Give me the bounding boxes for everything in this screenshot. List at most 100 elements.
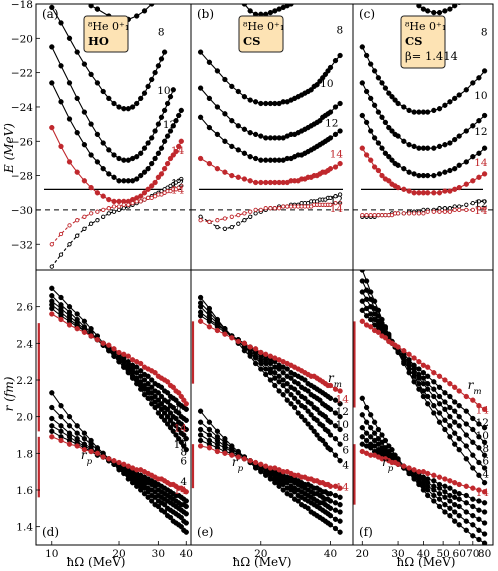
energy-point-c-5-20 bbox=[447, 206, 453, 211]
rp-point-f-4-20 bbox=[447, 485, 453, 491]
rm-point-f-0-13 bbox=[411, 379, 417, 385]
energy-point-a-3-17 bbox=[145, 140, 151, 146]
rp-point-f-4-22 bbox=[456, 491, 462, 497]
energy-point-a-3-25 bbox=[170, 87, 176, 93]
energy-point-a-7-17 bbox=[145, 195, 151, 201]
rm-point-f-4-21 bbox=[452, 399, 458, 405]
energy-point-b-2-6 bbox=[241, 126, 248, 132]
rm-point-d-5-11 bbox=[121, 351, 127, 357]
energy-point-a-2-17 bbox=[145, 83, 151, 90]
energy-point-b-4-2 bbox=[214, 166, 221, 172]
rp-point-d-5-6 bbox=[94, 450, 101, 456]
energy-point-a-5-25 bbox=[170, 152, 176, 158]
curve-label-c-4: 12 bbox=[474, 198, 487, 210]
energy-point-a-2-20 bbox=[155, 63, 162, 69]
rm-point-d-5-19 bbox=[152, 370, 158, 376]
energy-point-a-7-10 bbox=[116, 204, 122, 209]
rp-point-f-5-16 bbox=[425, 470, 431, 477]
energy-point-c-2-3 bbox=[371, 102, 378, 108]
panel-label-c: (c) bbox=[359, 7, 375, 21]
energy-point-c-3-26 bbox=[481, 145, 488, 151]
rp-point-f-0-23 bbox=[463, 527, 469, 533]
rm-point-e-1-22 bbox=[308, 412, 314, 418]
rm-point-d-0-3 bbox=[74, 311, 80, 317]
energy-point-b-3-8 bbox=[252, 155, 259, 162]
rp-point-e-5-7 bbox=[247, 458, 253, 464]
rm-point-e-1-20 bbox=[302, 404, 308, 411]
energy-point-a-7-5 bbox=[88, 211, 94, 216]
nmax-label-d-3: 8 bbox=[180, 447, 187, 459]
energy-point-c-1-18 bbox=[436, 106, 443, 112]
energy-point-a-2-7 bbox=[100, 88, 106, 95]
energy-point-b-1-8 bbox=[252, 99, 259, 105]
plot-area-e bbox=[197, 294, 343, 535]
rm-point-f-5-10 bbox=[395, 344, 401, 350]
rp-point-e-0-21 bbox=[305, 505, 311, 511]
rp-point-f-3-20 bbox=[447, 492, 453, 499]
rp-point-f-4-18 bbox=[436, 481, 443, 488]
rm-point-e-0-13 bbox=[276, 388, 282, 394]
rm-point-f-4-18 bbox=[436, 384, 443, 390]
rp-point-e-5-11 bbox=[267, 465, 274, 471]
y-tick-label-d-2: 1.8 bbox=[16, 448, 33, 460]
rp-point-f-2-20 bbox=[447, 498, 453, 504]
rm-point-e-0-21 bbox=[305, 421, 311, 427]
energy-point-c-1-8 bbox=[389, 94, 395, 100]
rm-point-d-2-23 bbox=[164, 406, 171, 412]
rm-point-d-2-26 bbox=[173, 415, 179, 422]
energy-point-a-2-14 bbox=[134, 100, 140, 107]
rp-point-f-0-22 bbox=[456, 522, 462, 528]
curve-label-a-2: 12 bbox=[163, 119, 176, 131]
rm-point-e-0-11 bbox=[267, 377, 274, 383]
rp-point-f-0-2 bbox=[368, 412, 374, 418]
energy-point-a-2-4 bbox=[81, 61, 88, 67]
energy-point-a-2-11 bbox=[121, 106, 127, 112]
rp-point-f-2-19 bbox=[442, 494, 448, 500]
energy-point-c-2-24 bbox=[470, 123, 476, 129]
energy-point-c-1-25 bbox=[476, 75, 482, 81]
rp-point-e-0-29 bbox=[327, 522, 334, 528]
energy-point-c-6-21 bbox=[452, 207, 457, 213]
energy-point-b-6-15 bbox=[285, 204, 290, 209]
rm-point-f-3-15 bbox=[420, 375, 427, 381]
curve-label-c-1: 10 bbox=[474, 90, 487, 102]
energy-point-c-1-9 bbox=[392, 97, 398, 103]
energy-point-b-2-30 bbox=[332, 104, 339, 110]
rm-point-f-2-18 bbox=[436, 401, 443, 407]
energy-point-c-0-9 bbox=[431, 9, 437, 16]
energy-point-a-7-19 bbox=[152, 194, 158, 199]
energy-point-a-5-23 bbox=[164, 160, 171, 167]
energy-point-b-4-6 bbox=[241, 176, 248, 182]
rm-point-f-4-17 bbox=[431, 379, 437, 385]
rm-point-f-5-17 bbox=[431, 370, 437, 376]
rp-point-d-0-28 bbox=[178, 524, 184, 530]
energy-point-c-6-22 bbox=[457, 207, 462, 213]
energy-point-b-6-7 bbox=[248, 209, 253, 214]
energy-point-a-2-16 bbox=[141, 90, 148, 96]
y-tick-label-d-3: 2.0 bbox=[16, 412, 33, 424]
energy-point-b-1-5 bbox=[235, 88, 241, 95]
rp-point-d-5-9 bbox=[111, 458, 117, 464]
rm-point-f-0-17 bbox=[431, 410, 437, 416]
energy-point-b-0-4 bbox=[241, 4, 248, 7]
plot-layer: (a)−32−30−28−26−24−22−20−1881012141214⁸H… bbox=[11, 0, 494, 560]
energy-point-a-5-2 bbox=[66, 159, 73, 165]
energy-point-c-6-2 bbox=[368, 212, 373, 218]
energy-point-a-3-0 bbox=[49, 44, 55, 50]
energy-point-a-7-15 bbox=[138, 199, 143, 204]
rp-point-e-0-16 bbox=[288, 492, 294, 499]
info-box-line-c-1: CS bbox=[405, 34, 422, 48]
energy-point-a-7-3 bbox=[75, 218, 80, 223]
nmax-label-f-5: 4 bbox=[482, 469, 489, 481]
energy-point-a-4-15 bbox=[138, 172, 144, 179]
energy-point-a-1-0 bbox=[94, 6, 101, 12]
energy-point-a-3-24 bbox=[167, 94, 174, 100]
energy-point-b-0-9 bbox=[267, 9, 274, 16]
rm-point-e-2-13 bbox=[276, 373, 282, 379]
info-box-line-b-1: CS bbox=[243, 34, 260, 48]
energy-point-a-4-20 bbox=[155, 150, 162, 156]
rm-point-f-5-2 bbox=[368, 324, 374, 330]
rp-point-e-0-31 bbox=[337, 529, 343, 535]
y-tick-label-d-5: 2.4 bbox=[16, 338, 33, 350]
rm-point-e-0-18 bbox=[295, 410, 301, 416]
